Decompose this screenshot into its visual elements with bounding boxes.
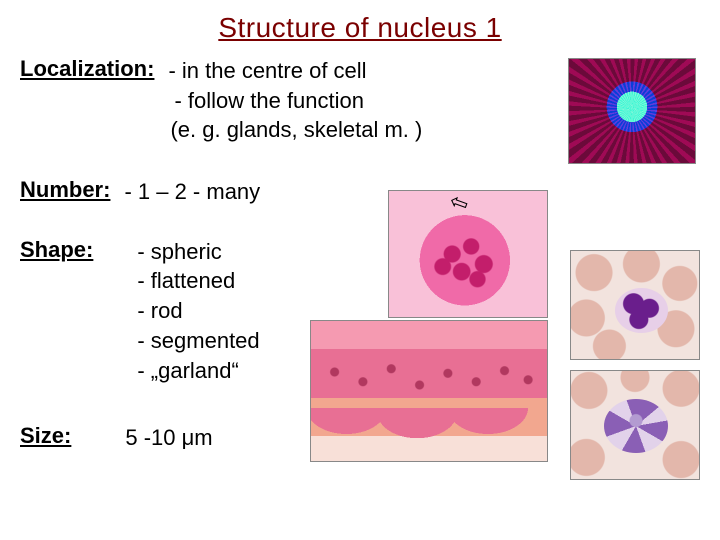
shape-values: - spheric - flattened - rod - segmented … [137,237,259,385]
slide-title: Structure of nucleus 1 [0,0,720,52]
localization-values: - in the centre of cell - follow the fun… [168,56,422,145]
shape-line-4: - segmented [137,326,259,356]
shape-line-2: - flattened [137,266,259,296]
size-value: 5 -10 μm [125,423,212,453]
shape-line-3: - rod [137,296,259,326]
number-row: Number: - 1 – 2 - many [0,173,720,211]
localization-line-2: - follow the function [168,86,422,116]
epithelium-section-image [310,320,548,462]
pink-cell-cluster-image [388,190,548,318]
number-label: Number: [20,177,110,203]
localization-line-3: (e. g. glands, skeletal m. ) [168,115,422,145]
segmented-nucleus-smear-image [570,250,700,360]
shape-label: Shape: [20,237,93,263]
size-label: Size: [20,423,71,449]
localization-label: Localization: [20,56,154,82]
shape-line-5: - „garland“ [137,356,259,386]
garland-nucleus-smear-image [570,370,700,480]
fluorescent-cell-image [568,58,696,164]
localization-line-1: - in the centre of cell [168,56,422,86]
number-value: - 1 – 2 - many [124,177,260,207]
shape-line-1: - spheric [137,237,259,267]
